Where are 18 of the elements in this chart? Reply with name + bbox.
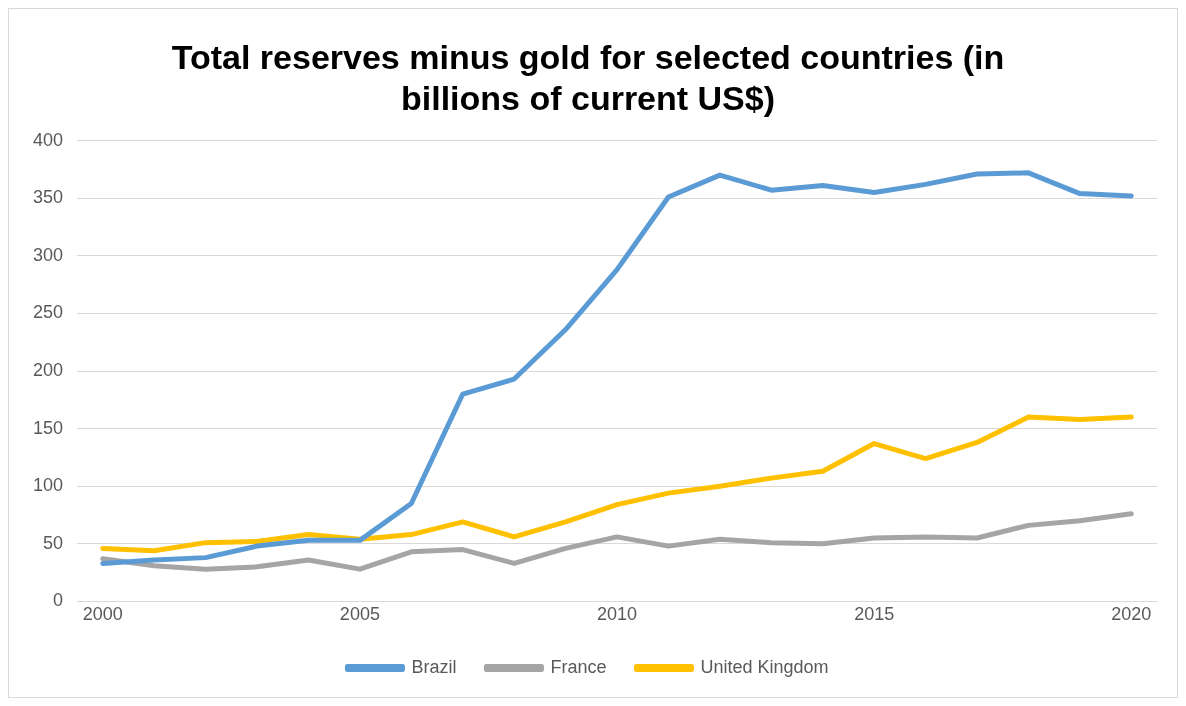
y-tick-label: 400 — [32, 129, 64, 150]
x-tick-label: 2015 — [854, 604, 895, 625]
x-tick-label: 2005 — [339, 604, 380, 625]
y-tick-label: 100 — [32, 475, 64, 496]
y-tick-label: 200 — [32, 359, 64, 380]
legend-label: Brazil — [411, 656, 457, 677]
x-tick-label: 2000 — [82, 604, 123, 625]
y-tick-label: 250 — [32, 302, 64, 323]
y-tick-label: 0 — [53, 590, 64, 611]
y-tick-label: 300 — [32, 244, 64, 265]
chart-title: Total reserves minus gold for selected countries (in billions of current US$) — [171, 37, 1005, 117]
y-tick-label: 150 — [32, 417, 64, 438]
y-tick-label: 350 — [32, 187, 64, 208]
x-tick-label: 2010 — [596, 604, 638, 625]
legend-label: France — [550, 656, 607, 677]
x-tick-label: 2020 — [1111, 604, 1152, 625]
y-tick-label: 50 — [43, 532, 64, 553]
legend-label: United Kingdom — [700, 656, 829, 677]
